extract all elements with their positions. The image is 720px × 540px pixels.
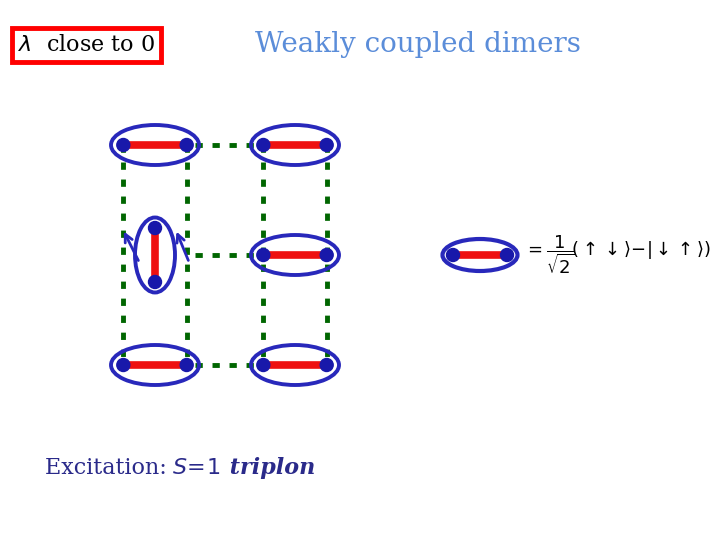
- Circle shape: [180, 138, 193, 152]
- Circle shape: [180, 359, 193, 372]
- Circle shape: [148, 221, 161, 234]
- Circle shape: [148, 275, 161, 288]
- Text: $\lambda$  close to 0: $\lambda$ close to 0: [18, 34, 155, 56]
- Circle shape: [446, 248, 459, 261]
- Circle shape: [320, 138, 333, 152]
- Circle shape: [320, 248, 333, 261]
- Text: Weakly coupled dimers: Weakly coupled dimers: [255, 31, 581, 58]
- Text: triplon: triplon: [222, 457, 315, 479]
- Text: $S\!=\!1$: $S\!=\!1$: [172, 458, 220, 478]
- Circle shape: [257, 138, 270, 152]
- Circle shape: [257, 359, 270, 372]
- Circle shape: [500, 248, 513, 261]
- Circle shape: [320, 359, 333, 372]
- Circle shape: [117, 359, 130, 372]
- Text: $=\dfrac{1}{\sqrt{2}}\!\left(\uparrow\downarrow\rangle\!-\!|\downarrow\uparrow\r: $=\dfrac{1}{\sqrt{2}}\!\left(\uparrow\do…: [524, 234, 711, 276]
- Circle shape: [257, 248, 270, 261]
- Circle shape: [117, 138, 130, 152]
- Text: Excitation:: Excitation:: [45, 457, 174, 479]
